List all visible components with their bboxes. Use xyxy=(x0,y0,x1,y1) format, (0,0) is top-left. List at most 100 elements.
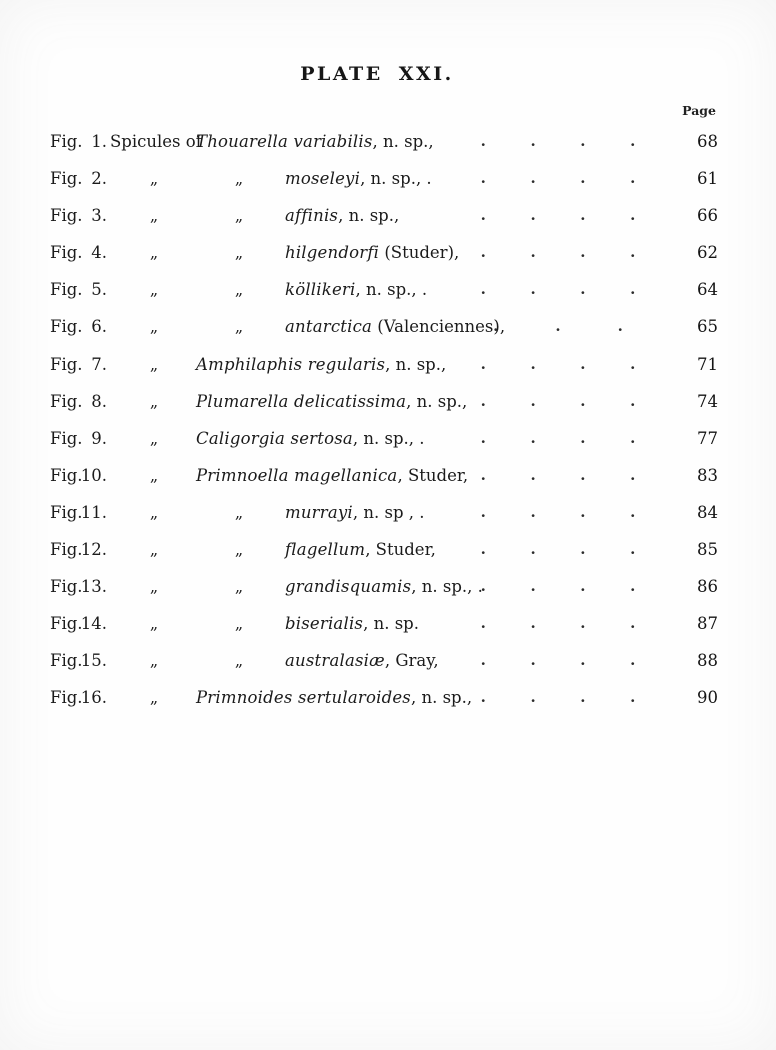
figure-row: Fig. 16. „ Primnoides sertularoides, n. … xyxy=(0,679,776,716)
species-name-roman: (Valenciennes), xyxy=(372,317,506,337)
fig-number: 15. xyxy=(80,651,107,671)
species-name-italic: Caligorgia sertosa xyxy=(196,428,353,448)
species-name: Thouarella variabilis, n. sp., xyxy=(196,123,434,160)
species-name-italic: köllikeri xyxy=(285,280,356,300)
species-name: Primnoella magellanica, Studer, xyxy=(196,457,468,494)
fig-number: 5. xyxy=(91,280,107,300)
figure-row: Fig. 14. „ „ biserialis, n. sp. .... 87 xyxy=(0,605,776,642)
page-number: 87 xyxy=(697,614,718,634)
page-number: 61 xyxy=(697,169,718,189)
leader-dot: . xyxy=(480,577,486,596)
leader-dot: . xyxy=(617,317,623,336)
leader-dot: . xyxy=(480,243,486,262)
species-name-italic: murrayi xyxy=(285,502,353,522)
dot-leader: .... xyxy=(436,160,680,197)
prefix-cell: „ xyxy=(149,428,159,448)
leader-dot: . xyxy=(630,465,636,484)
leader-dot: . xyxy=(480,354,486,373)
species-name: flagellum, Studer, xyxy=(285,531,436,568)
leader-dot: . xyxy=(630,206,636,225)
fig-number: 10. xyxy=(80,465,107,485)
leader-dot: . xyxy=(530,132,536,150)
species-name-italic: Thouarella variabilis xyxy=(196,132,373,151)
ditto2-cell: „ xyxy=(234,169,244,189)
species-name-roman: , n. sp., . xyxy=(352,428,425,448)
species-name-roman: (Studer), xyxy=(379,243,460,263)
ditto2-cell: „ xyxy=(234,540,244,560)
fig-label: Fig. xyxy=(50,651,83,671)
prefix-cell: „ xyxy=(149,465,159,485)
prefix-cell: „ xyxy=(149,169,159,189)
leader-dot: . xyxy=(580,651,586,670)
species-name-roman: , n. sp , . xyxy=(352,502,425,522)
species-name: Plumarella delicatissima, n. sp., xyxy=(196,383,467,420)
leader-dot: . xyxy=(630,577,636,596)
species-name: köllikeri, n. sp., . xyxy=(285,271,427,308)
dot-leader: .... xyxy=(436,420,680,457)
page-number: 84 xyxy=(697,502,718,522)
prefix-cell: „ xyxy=(149,354,159,374)
prefix-cell: „ xyxy=(149,540,159,560)
leader-dot: . xyxy=(530,540,536,559)
ditto2-cell: „ xyxy=(234,317,244,337)
page-number: 74 xyxy=(697,391,718,411)
prefix-cell: „ xyxy=(149,391,159,411)
page-number: 85 xyxy=(697,540,718,560)
fig-number: 3. xyxy=(91,206,107,226)
leader-dot: . xyxy=(480,280,486,299)
species-name-italic: grandisquamis xyxy=(285,577,412,597)
dot-leader: .... xyxy=(436,383,680,420)
species-name: biserialis, n. sp. xyxy=(285,605,419,642)
figure-list: Fig. 1. Spicules of Thouarella variabili… xyxy=(0,123,776,717)
page-number: 83 xyxy=(697,465,718,485)
leader-dot: . xyxy=(630,280,636,299)
species-name: murrayi, n. sp , . xyxy=(285,494,425,531)
species-name-roman: , n. sp., . xyxy=(411,577,483,597)
prefix-cell: „ xyxy=(149,688,159,708)
species-name: affinis, n. sp., xyxy=(285,197,399,234)
figure-row: Fig. 13. „ „ grandisquamis, n. sp., . ..… xyxy=(0,568,776,605)
species-name-roman: , n. sp., xyxy=(338,206,400,226)
ditto2-cell: „ xyxy=(234,651,244,671)
page-number: 68 xyxy=(697,132,718,151)
figure-row: Fig. 10. „ Primnoella magellanica, Stude… xyxy=(0,457,776,494)
species-name-roman: , n. sp., . xyxy=(355,280,428,300)
fig-number: 9. xyxy=(91,428,107,448)
leader-dot: . xyxy=(530,688,536,707)
fig-number: 14. xyxy=(80,614,107,634)
leader-dot: . xyxy=(480,465,486,484)
leader-dot: . xyxy=(555,317,561,336)
leader-dot: . xyxy=(630,502,636,521)
prefix-cell: „ xyxy=(149,577,159,597)
species-name: australasiæ, Gray, xyxy=(285,642,439,679)
leader-dot: . xyxy=(580,428,586,447)
dot-leader: .... xyxy=(436,457,680,494)
leader-dot: . xyxy=(493,317,499,336)
figure-row: Fig. 9. „ Caligorgia sertosa, n. sp., . … xyxy=(0,420,776,457)
fig-number: 7. xyxy=(91,354,107,374)
dot-leader: .... xyxy=(436,234,680,271)
fig-label: Fig. xyxy=(50,354,83,374)
dot-leader: .... xyxy=(436,197,680,234)
species-name-roman: , n. sp. xyxy=(363,614,419,634)
leader-dot: . xyxy=(580,391,586,410)
fig-number: 1. xyxy=(91,132,107,151)
figure-row: Fig. 11. „ „ murrayi, n. sp , . .... 84 xyxy=(0,494,776,531)
leader-dot: . xyxy=(580,465,586,484)
leader-dot: . xyxy=(530,428,536,447)
prefix-cell: „ xyxy=(149,502,159,522)
species-name-roman: , Studer, xyxy=(397,465,469,485)
species-name: antarctica (Valenciennes), xyxy=(285,308,505,345)
leader-dot: . xyxy=(580,577,586,596)
species-name: hilgendorfi (Studer), xyxy=(285,234,459,271)
species-name: Primnoides sertularoides, n. sp., xyxy=(196,679,472,716)
page-number: 86 xyxy=(697,577,718,597)
prefix-cell: „ xyxy=(149,317,159,337)
leader-dot: . xyxy=(630,540,636,559)
leader-dot: . xyxy=(530,243,536,262)
prefix-cell: „ xyxy=(149,651,159,671)
leader-dot: . xyxy=(480,132,486,150)
leader-dot: . xyxy=(580,280,586,299)
ditto2-cell: „ xyxy=(234,243,244,263)
